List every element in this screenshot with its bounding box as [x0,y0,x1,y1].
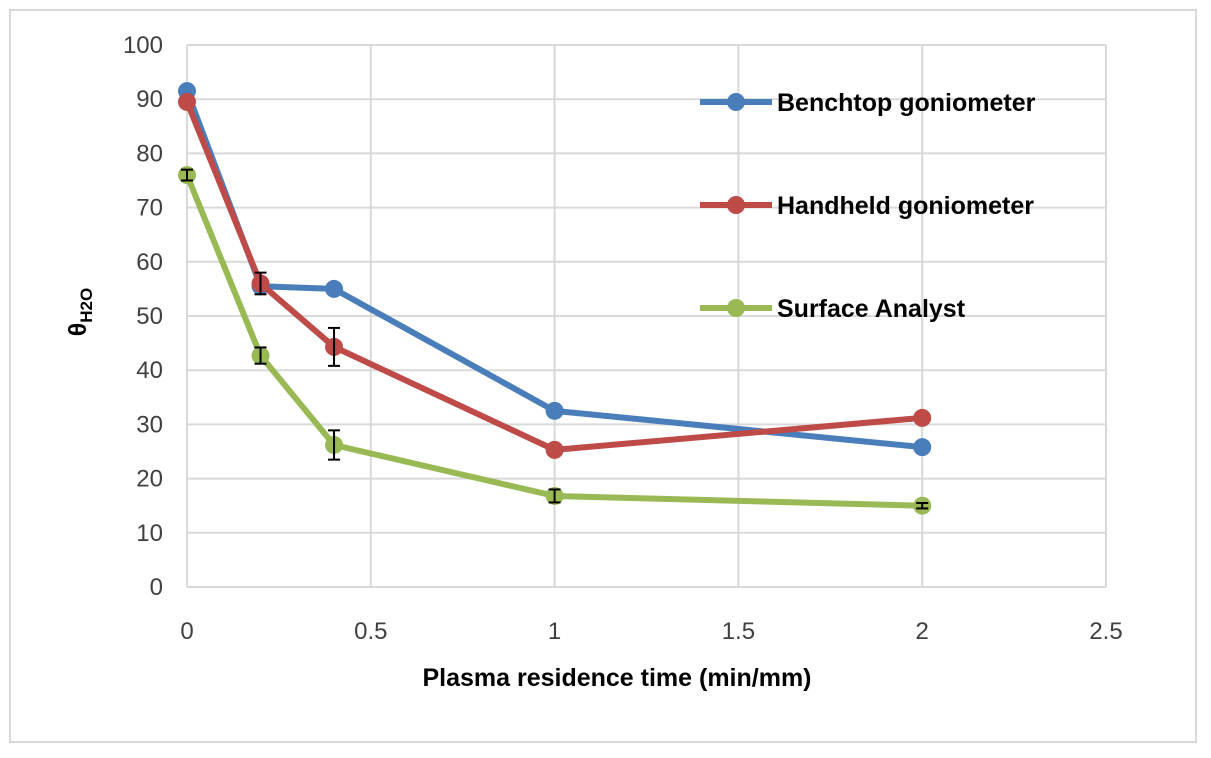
error-bar [328,326,341,367]
legend-swatch-marker [727,93,745,111]
y-tick-label: 20 [136,466,163,493]
legend-label: Handheld goniometer [777,192,1034,220]
x-tick-label: 2.5 [1089,618,1122,645]
y-tick-label: 10 [136,520,163,547]
y-tick-label: 60 [136,249,163,276]
error-bar [328,429,341,461]
x-tick-label: 1 [548,618,561,645]
error-bar [548,488,561,504]
y-tick-label: 30 [136,411,163,438]
x-tick-labels: 0 0.5 1 1.5 2 2.5 [180,618,1122,645]
y-tick-label: 50 [136,303,163,330]
legend-label: Benchtop goniometer [777,89,1036,117]
legend-label: Surface Analyst [777,295,966,323]
legend-item: Benchtop goniometer [700,89,1036,117]
y-axis-title-sub: H2O [77,288,96,323]
x-tick-label: 1.5 [722,618,755,645]
legend: Benchtop goniometer Handheld goniometer Su… [700,89,1036,323]
error-bar [181,168,193,182]
error-bar [254,346,267,365]
legend-swatch-marker [727,299,745,317]
x-tick-label: 0.5 [354,618,387,645]
x-tick-label: 0 [180,618,193,645]
data-point [545,440,564,459]
x-axis-title: Plasma residence time (min/mm) [422,664,811,692]
y-axis-title: θH2O [64,288,96,336]
data-point [325,279,344,298]
y-tick-labels: 0 10 20 30 40 50 60 70 80 90 100 [123,32,163,601]
y-tick-label: 80 [136,140,163,167]
y-axis-title-main: θ [64,323,92,337]
legend-item: Handheld goniometer [700,192,1034,220]
series-2 [178,166,932,515]
data-point [913,438,932,457]
series-1 [178,92,932,459]
error-bar [254,271,267,296]
y-tick-label: 40 [136,357,163,384]
legend-swatch-marker [727,196,745,214]
y-tick-label: 70 [136,195,163,222]
y-tick-label: 100 [123,32,163,59]
chart-frame [9,9,1197,743]
grid [186,44,1107,588]
y-tick-label: 90 [136,86,163,113]
data-point [913,408,932,427]
y-tick-label: 0 [150,574,163,601]
data-point [178,92,196,111]
x-tick-label: 2 [916,618,929,645]
series-group [178,82,932,515]
error-bar [916,501,929,510]
data-point [545,401,564,420]
legend-item: Surface Analyst [700,295,966,323]
